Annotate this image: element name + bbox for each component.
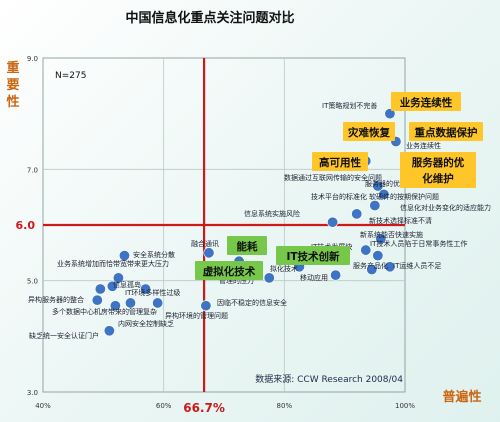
point-label: 缺乏统一安全认证门户 [29,331,99,340]
data-point [200,300,212,312]
callout-label: 服务器的优 [412,156,465,169]
callout-label: 灾难恢复 [348,126,390,139]
x-tick-label: 40% [35,402,51,410]
data-point [351,208,363,220]
data-point [103,325,115,337]
data-point [366,264,378,276]
point-label: 服务产品化 [353,261,388,270]
callout-box [409,122,483,141]
callout-box [312,152,368,171]
data-point [94,283,106,295]
point-label: 服务器的优化和维护 [365,179,428,188]
sample-size-label: N=275 [55,71,86,81]
point-label: 业务系统增加而恰带宽带来更大压力 [57,259,169,268]
data-point [124,297,136,309]
data-point [152,297,164,309]
point-label: 拟化技术 [270,264,298,273]
data-point [140,283,152,295]
ref-y-label: 6.0 [16,219,36,232]
point-label: 多个数据中心机房带来的管理复杂 [52,307,157,316]
data-point [372,250,384,262]
point-label: 信息化对业务变化的适应能力 [400,203,491,212]
callout-box [400,152,476,188]
point-label: 内网安全控制缺乏 [118,319,174,328]
point-label: 新系统能否快速实施 [360,230,423,239]
data-point [106,280,118,292]
x-axis-title: 普遍性 [442,389,481,405]
y-tick-label: 5.0 [27,278,38,286]
chart-title: 中国信息化重点关注问题对比 [125,10,294,26]
callout-label: 业务连续性 [400,96,453,109]
point-label: IT环境多样性过级 [125,288,180,297]
data-point [327,216,339,228]
point-label: 数据通过互联网传输的安全问题 [284,173,382,182]
data-point [330,269,342,281]
point-label: 业务连续性 [406,141,441,150]
data-point [384,261,396,273]
callout-label: 高可用性 [319,156,361,169]
x-tick-label: 100% [395,402,415,410]
point-label: IT技术人员陷于日常事务性工作 [370,239,467,248]
callout-box [195,261,263,280]
callout-label: 能耗 [237,240,258,253]
point-label: 融合通讯 [191,239,219,248]
point-label: 异构服务器的整合 [28,295,84,304]
callout-box [391,92,461,111]
title-return-mark: ↵ [283,15,290,24]
point-label: 移动应用 [300,273,328,282]
callout-box [227,236,267,255]
data-point [372,180,384,192]
point-label: IT运维人员不足 [393,261,441,270]
callout-box [276,246,350,265]
data-point [369,200,381,212]
data-point [360,244,372,256]
callout-label: 虚拟化技术 [203,265,256,278]
point-label: 软硬件的按期保护问题 [369,192,439,201]
callout-label: 重点数据保护 [415,126,478,139]
y-axis-title-char: 重 [6,60,19,76]
x-tick-label: 60% [156,402,172,410]
data-point [263,272,275,284]
y-axis-title-char: 性 [6,94,19,110]
point-label: 管理的压力 [219,276,254,285]
point-label: 新技术选择标准不清 [369,216,432,225]
point-label: 信息系统实施风险 [244,209,300,218]
ref-x-label: 66.7% [183,401,225,415]
data-point [384,108,396,120]
data-point [112,272,124,284]
data-point [375,233,387,245]
point-label: 信息孤岛 [113,280,141,289]
data-point [203,247,215,259]
data-point [118,250,130,262]
y-tick-label: 7.0 [27,166,38,174]
data-point [91,294,103,306]
point-label: 异构环境的管理问题 [165,311,228,320]
point-label: 因临不稳定的信息安全 [217,298,287,307]
x-tick-label: 80% [277,402,293,410]
y-tick-label: 9.0 [27,55,38,63]
y-tick-label: 3.0 [27,389,38,397]
data-point [378,188,390,200]
point-label: 安全系统分散 [133,250,175,259]
y-axis-title-char: 要 [6,78,19,93]
data-point [109,300,121,312]
point-label: IT策略规划不完善 [322,101,377,110]
callout-label: 化维护 [422,172,454,185]
point-label: 技术平台的标准化 [311,192,367,201]
callout-label: IT技术创新 [286,250,340,263]
data-source: 数据来源: CCW Research 2008/04 [255,373,403,385]
callout-box [343,122,395,141]
